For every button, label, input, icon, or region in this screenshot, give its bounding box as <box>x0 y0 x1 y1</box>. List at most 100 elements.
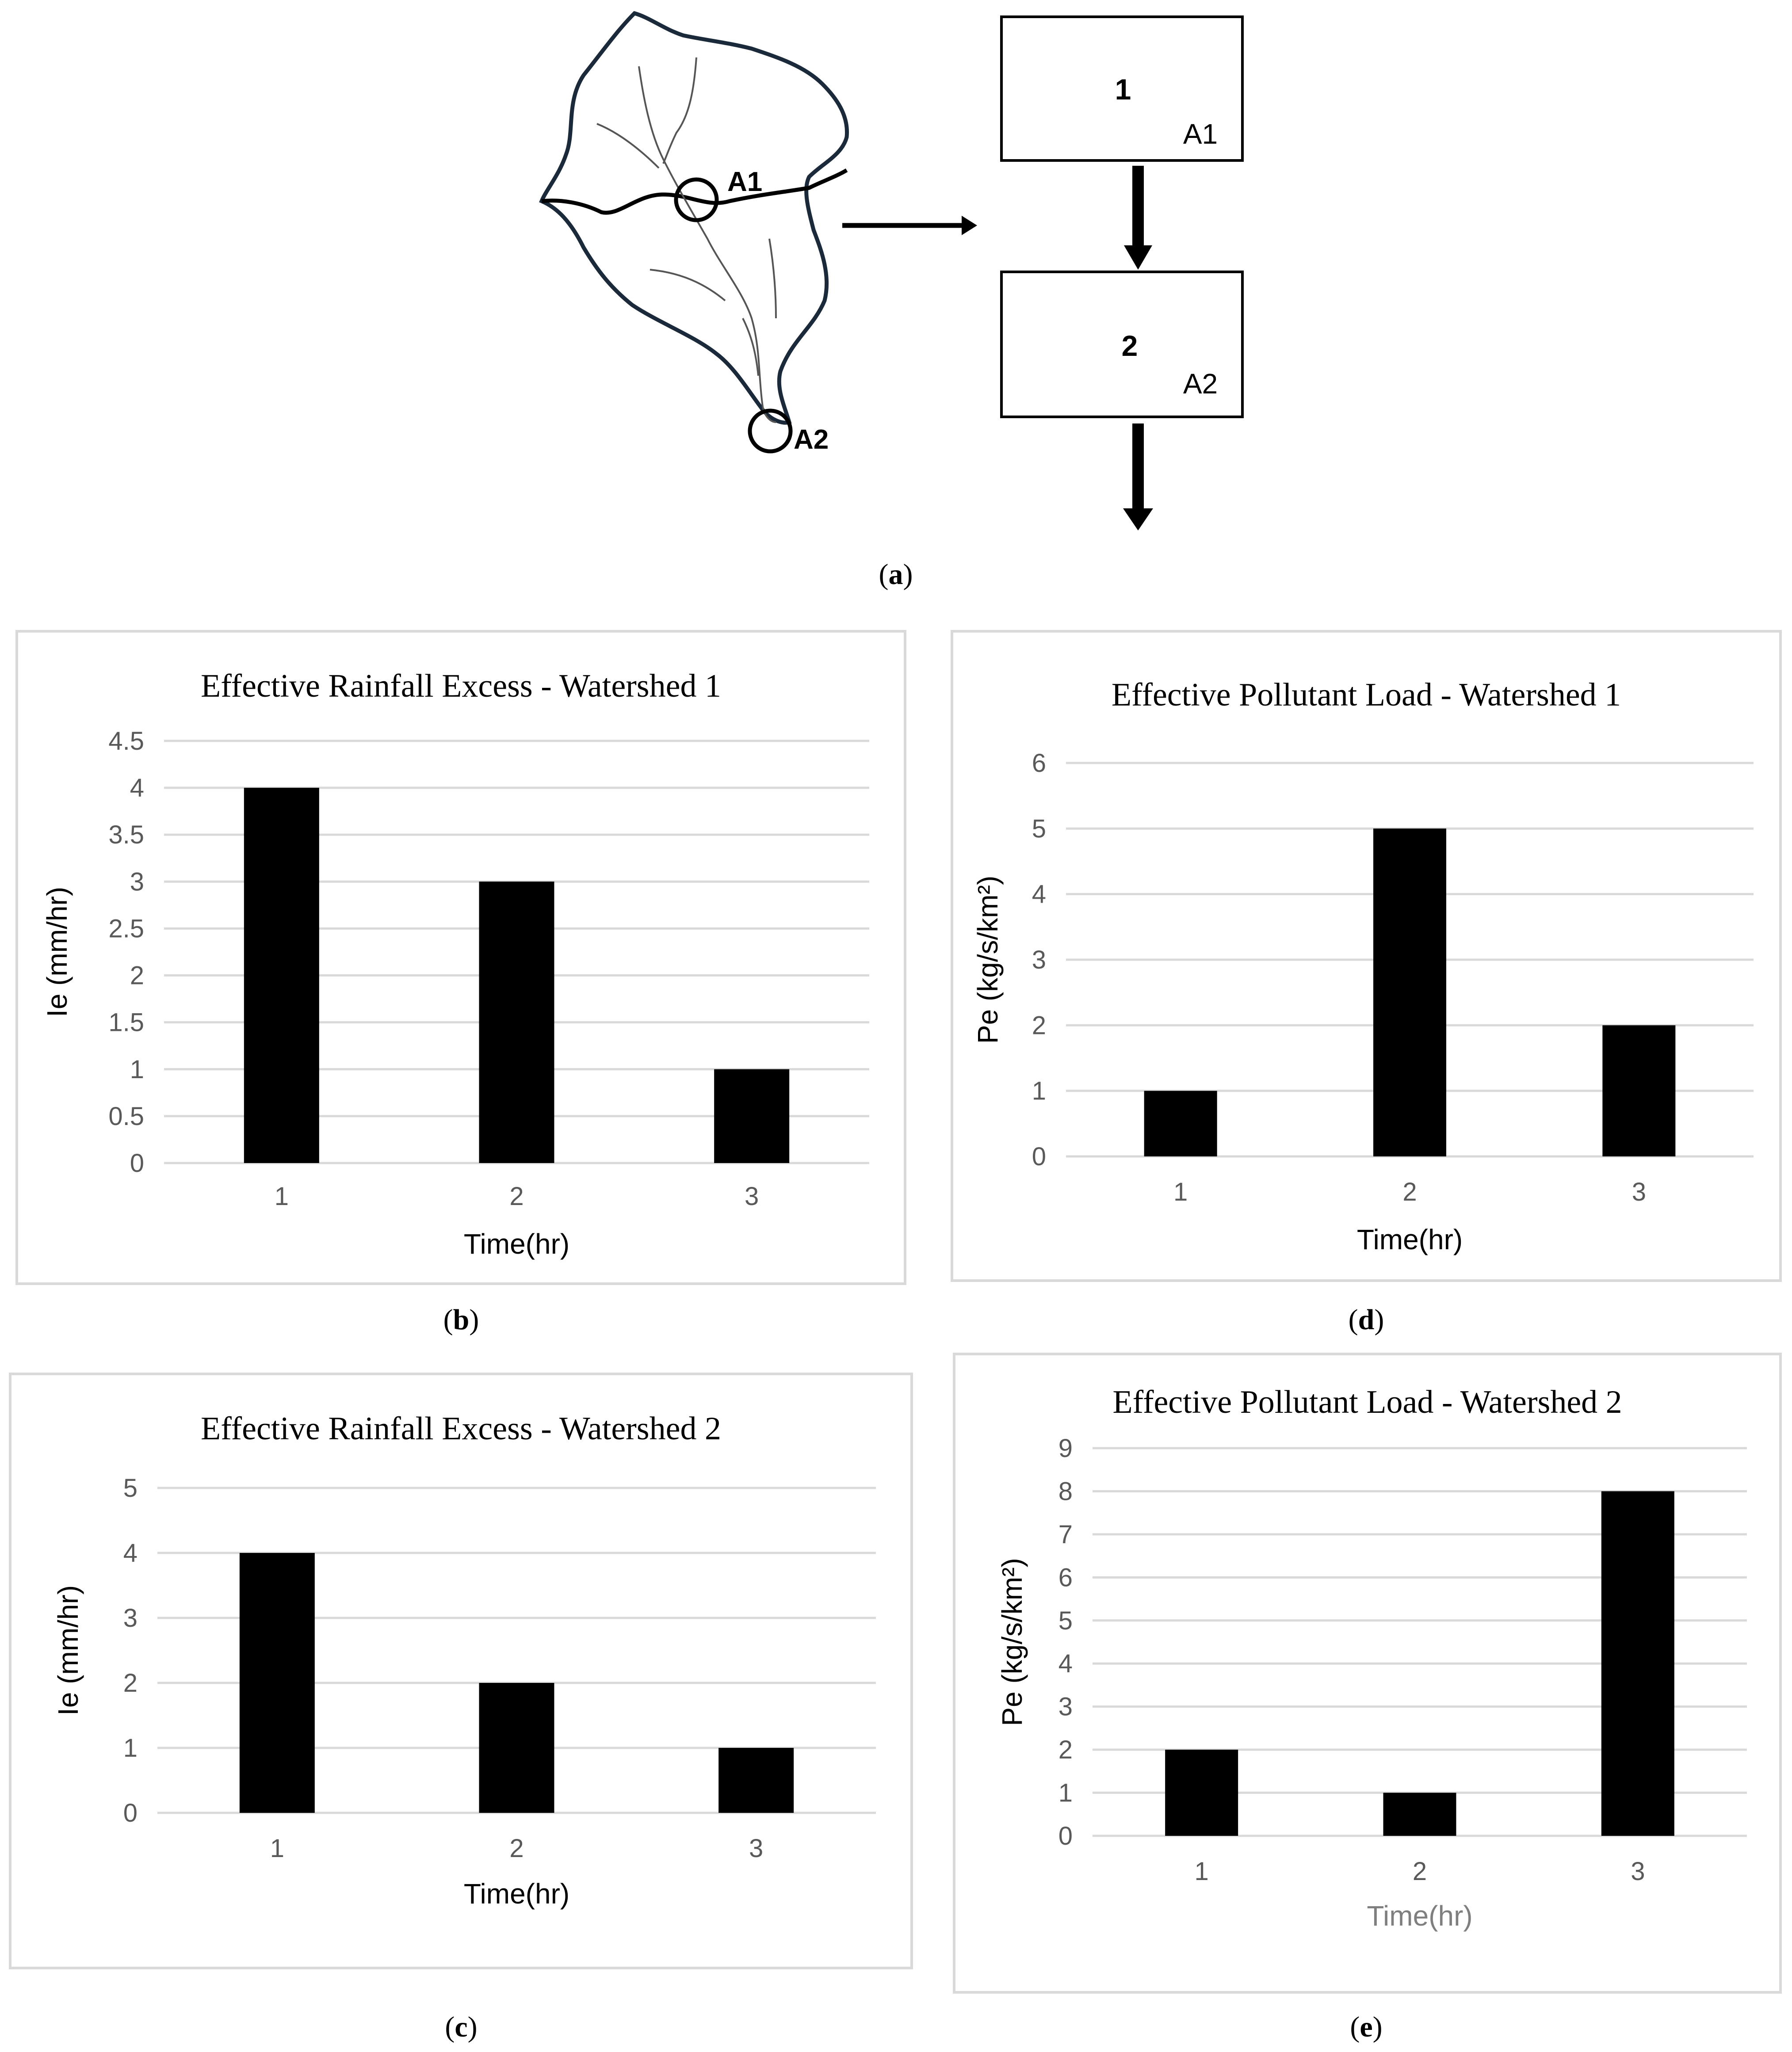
y-axis-label: Pe (kg/s/km²) <box>972 876 1004 1044</box>
x-tick-label: 1 <box>275 1182 289 1211</box>
y-tick-label: 4 <box>1058 1649 1073 1678</box>
down-arrow-1-shaft <box>1132 166 1144 245</box>
caption-d: (d) <box>1348 1304 1384 1336</box>
y-tick-label: 1 <box>130 1055 144 1084</box>
y-tick-label: 2 <box>1058 1735 1073 1764</box>
y-tick-label: 3 <box>123 1604 138 1632</box>
y-tick-label: 5 <box>1058 1606 1073 1635</box>
y-tick-label: 3.5 <box>108 820 144 849</box>
subwatershed-box-2 <box>1000 271 1244 418</box>
chart-frame-e: Effective Pollutant Load - Watershed 2 0 1… <box>953 1353 1782 1994</box>
chart-title: Effective Pollutant Load - Watershed 2 <box>1112 1384 1622 1420</box>
caption-a-letter: a <box>888 558 903 591</box>
bar <box>1373 828 1446 1156</box>
y-tick-label: 6 <box>1058 1563 1073 1592</box>
y-tick-label: 3 <box>1032 946 1046 974</box>
x-tick-label: 3 <box>1631 1857 1645 1886</box>
x-tick-label: 3 <box>1632 1178 1646 1206</box>
chart-d: Effective Pollutant Load - Watershed 1 0 1… <box>972 677 1754 1255</box>
y-tick-label: 1 <box>123 1734 138 1762</box>
chart-e: Effective Pollutant Load - Watershed 2 0 1… <box>996 1384 1747 1932</box>
bar <box>1383 1793 1456 1836</box>
box-1-area: A1 <box>1183 118 1218 150</box>
x-axis-label: Time(hr) <box>1357 1224 1463 1255</box>
watershed-label-a2: A2 <box>794 424 829 455</box>
x-tick-label: 2 <box>509 1182 523 1211</box>
chart-c: Effective Rainfall Excess - Watershed 2 0… <box>52 1411 876 1910</box>
y-tick-label: 4 <box>130 774 144 802</box>
y-tick-label: 5 <box>123 1474 138 1503</box>
y-tick-label: 9 <box>1058 1434 1073 1463</box>
bar <box>714 1069 790 1163</box>
x-tick-label: 3 <box>749 1834 763 1863</box>
bar <box>479 1683 554 1813</box>
x-axis-label: Time(hr) <box>464 1228 569 1260</box>
x-tick-label: 2 <box>509 1834 523 1863</box>
caption-e-letter: e <box>1360 2011 1373 2043</box>
y-tick-label: 0.5 <box>108 1102 144 1131</box>
y-tick-label: 4 <box>123 1539 138 1568</box>
watershed-outline <box>539 11 849 425</box>
y-tick-label: 3 <box>130 867 144 896</box>
down-arrow-2-shaft <box>1132 423 1144 510</box>
y-tick-label: 8 <box>1058 1477 1073 1506</box>
y-tick-label: 0 <box>1032 1142 1046 1171</box>
x-tick-label: 1 <box>1195 1857 1209 1886</box>
subwatershed-box-1 <box>1000 15 1244 162</box>
y-tick-label: 5 <box>1032 814 1046 843</box>
watershed-label-a1: A1 <box>727 167 762 197</box>
outlet-circle-a2 <box>748 408 793 454</box>
bar <box>1601 1491 1674 1836</box>
watershed-diagram: A1 A2 1 A1 2 A2 <box>539 11 1244 530</box>
box-1-number: 1 <box>1115 73 1131 106</box>
x-tick-label: 1 <box>270 1834 284 1863</box>
y-tick-label: 2 <box>123 1669 138 1697</box>
caption-b-letter: b <box>453 1304 470 1336</box>
chart-title: Effective Pollutant Load - Watershed 1 <box>1112 677 1621 713</box>
y-tick-label: 1 <box>1032 1077 1046 1106</box>
chart-title: Effective Rainfall Excess - Watershed 2 <box>201 1411 721 1447</box>
chart-frame-d: Effective Pollutant Load - Watershed 1 0 1… <box>951 630 1782 1282</box>
bar <box>244 788 319 1163</box>
y-tick-label: 0 <box>1058 1822 1073 1850</box>
bar <box>718 1748 794 1813</box>
chart-frame-b: Effective Rainfall Excess - Watershed 1 0… <box>15 630 906 1285</box>
x-tick-label: 3 <box>745 1182 759 1211</box>
caption-e: (e) <box>1350 2011 1383 2043</box>
bar <box>239 1553 315 1813</box>
x-tick-label: 2 <box>1413 1857 1427 1886</box>
caption-c: (c) <box>445 2011 478 2043</box>
x-axis-label: Time(hr) <box>1367 1900 1472 1932</box>
y-tick-label: 2.5 <box>108 914 144 943</box>
chart-b: Effective Rainfall Excess - Watershed 1 0… <box>41 668 869 1260</box>
x-axis-label: Time(hr) <box>464 1878 569 1910</box>
y-axis-label: Pe (kg/s/km²) <box>996 1558 1028 1726</box>
y-tick-label: 7 <box>1058 1520 1073 1549</box>
down-arrow-1-head <box>1124 245 1152 270</box>
caption-b: (b) <box>443 1304 479 1336</box>
outlet-circle-a1 <box>674 177 719 222</box>
y-tick-label: 0 <box>123 1799 138 1827</box>
y-axis-label: Ie (mm/hr) <box>52 1585 84 1716</box>
y-tick-label: 1 <box>1058 1779 1073 1808</box>
bar <box>1144 1091 1217 1156</box>
stream-network <box>596 57 777 423</box>
subwatershed-divide <box>541 168 848 215</box>
bar <box>479 881 554 1163</box>
right-arrow-head <box>962 216 977 235</box>
caption-c-letter: c <box>455 2011 468 2043</box>
x-tick-label: 2 <box>1402 1178 1417 1206</box>
x-tick-label: 1 <box>1173 1178 1188 1206</box>
bar <box>1165 1750 1238 1836</box>
down-arrow-2-head <box>1123 508 1153 530</box>
y-tick-label: 3 <box>1058 1693 1073 1721</box>
y-tick-label: 4.5 <box>108 727 144 755</box>
y-tick-label: 6 <box>1032 749 1046 778</box>
y-tick-label: 2 <box>130 961 144 990</box>
chart-frame-c: Effective Rainfall Excess - Watershed 2 0… <box>9 1373 913 1969</box>
y-tick-label: 0 <box>130 1149 144 1178</box>
box-2-area: A2 <box>1183 368 1218 400</box>
box-2-number: 2 <box>1122 329 1138 362</box>
caption-d-letter: d <box>1358 1304 1375 1336</box>
caption-a: (a) <box>879 558 913 591</box>
